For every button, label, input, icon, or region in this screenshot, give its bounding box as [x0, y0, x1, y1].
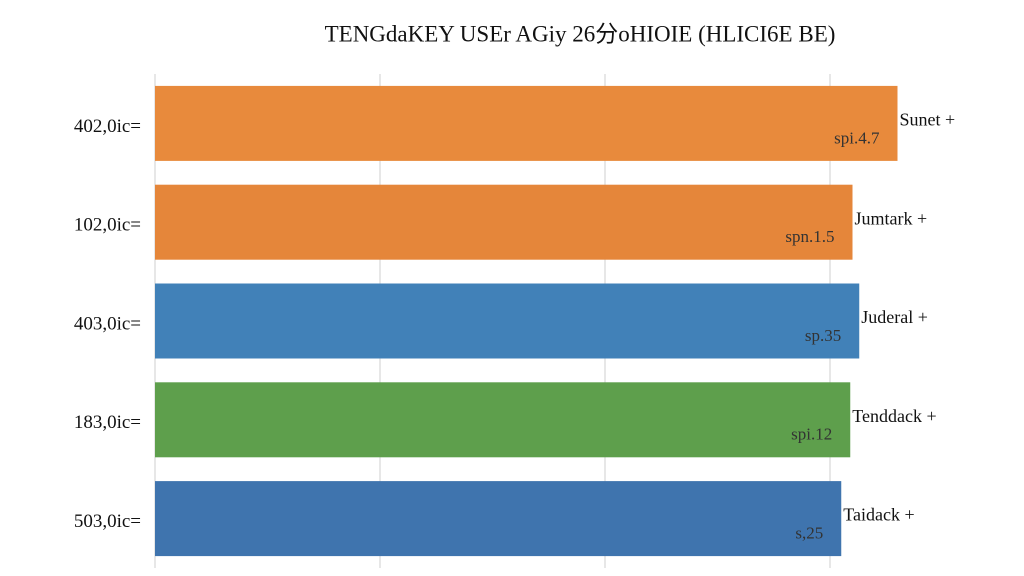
value-label: s,25 [795, 524, 823, 543]
bar [155, 481, 842, 557]
value-label: spi.4.7 [834, 128, 880, 147]
value-label: sp.35 [805, 326, 841, 345]
bar-label: Taidack + [843, 505, 914, 525]
bar-label: Jumtark + [855, 208, 928, 228]
bar-label: Tenddack + [852, 406, 936, 426]
y-tick-label: 183,0ic= [74, 412, 141, 433]
chart-title: TENGdaKEY USEr AGiy 26分oHIOIE (HLICI6E B… [325, 21, 836, 46]
value-label: spn.1.5 [785, 227, 834, 246]
bar-label: Sunet + [900, 110, 956, 130]
bar [155, 85, 898, 161]
y-tick-label: 102,0ic= [74, 215, 141, 236]
bar-label: Juderal + [861, 307, 928, 327]
y-tick-label: 402,0ic= [74, 116, 141, 137]
y-tick-label: 503,0ic= [74, 511, 141, 532]
bar [155, 382, 851, 458]
bar [155, 184, 853, 260]
y-tick-label: 403,0ic= [74, 313, 141, 334]
bar [155, 283, 860, 359]
value-label: spi.12 [791, 425, 832, 444]
